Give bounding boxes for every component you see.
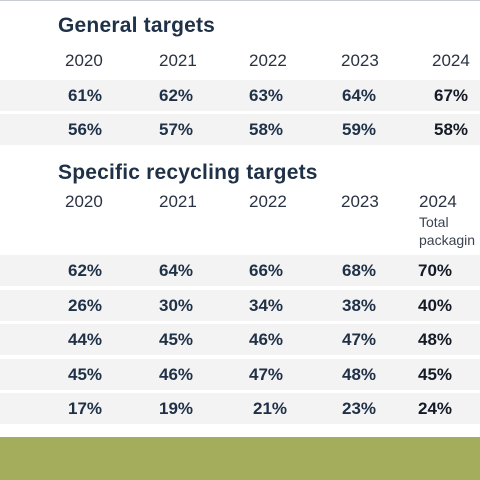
general-row-2-2023: 59% [342, 120, 377, 139]
specific-year-2020: 2020 [65, 192, 103, 211]
general-row-1-2020: 61% [68, 86, 103, 105]
general-row-1-2024: 67% [434, 86, 469, 105]
top-border [0, 0, 480, 1]
general-row-2-2020: 56% [68, 120, 103, 139]
general-targets-heading: General targets [58, 14, 216, 37]
specific-2024-note-line2: packagin [419, 232, 476, 248]
specific-year-2021: 2021 [159, 192, 197, 211]
specific-row-3-2022: 46% [249, 330, 284, 349]
specific-row-4-2022: 47% [249, 365, 284, 384]
footer-band [0, 437, 480, 480]
general-row-2-2021: 57% [159, 120, 194, 139]
general-year-2021: 2021 [159, 51, 197, 70]
specific-row-1-2020: 62% [68, 261, 103, 280]
specific-row-4: 45% 46% 47% 48% 45% [0, 359, 480, 390]
general-year-2023: 2023 [341, 51, 379, 70]
general-row-1-2022: 63% [249, 86, 284, 105]
specific-row-2-2021: 30% [159, 296, 194, 315]
specific-row-5-2022: 21% [253, 399, 288, 418]
specific-row-1-2024: 70% [418, 261, 453, 280]
specific-row-4-2023: 48% [342, 365, 377, 384]
specific-row-2-2020: 26% [68, 296, 103, 315]
specific-row-2-2022: 34% [249, 296, 284, 315]
general-row-2-2022: 58% [249, 120, 284, 139]
specific-year-2022: 2022 [249, 192, 287, 211]
specific-row-4-2021: 46% [159, 365, 194, 384]
general-row-1-2023: 64% [342, 86, 377, 105]
specific-row-2: 26% 30% 34% 38% 40% [0, 290, 480, 321]
general-row-1: 61% 62% 63% 64% 67% [0, 80, 480, 111]
specific-row-2-2024: 40% [418, 296, 453, 315]
specific-row-3-2021: 45% [159, 330, 194, 349]
specific-row-2-2023: 38% [342, 296, 377, 315]
specific-2024-note-line1: Total [419, 214, 449, 230]
general-row-1-2021: 62% [159, 86, 194, 105]
specific-row-3-2023: 47% [342, 330, 377, 349]
specific-row-3-2024: 48% [418, 330, 453, 349]
specific-row-3: 44% 45% 46% 47% 48% [0, 324, 480, 355]
general-year-2024: 2024 [432, 51, 470, 70]
specific-row-5: 17% 19% 21% 23% 24% [0, 393, 480, 424]
specific-row-1-2022: 66% [249, 261, 284, 280]
general-year-2020: 2020 [65, 51, 103, 70]
specific-row-5-2024: 24% [418, 399, 453, 418]
specific-row-1-2023: 68% [342, 261, 377, 280]
general-year-2022: 2022 [249, 51, 287, 70]
specific-row-5-2020: 17% [68, 399, 103, 418]
specific-row-1-2021: 64% [159, 261, 194, 280]
general-row-2: 56% 57% 58% 59% 58% [0, 114, 480, 145]
specific-row-1: 62% 64% 66% 68% 70% [0, 255, 480, 286]
general-row-2-2024: 58% [434, 120, 469, 139]
specific-row-3-2020: 44% [68, 330, 103, 349]
specific-year-2024: 2024 [419, 192, 457, 211]
specific-row-5-2021: 19% [159, 399, 194, 418]
specific-row-5-2023: 23% [342, 399, 377, 418]
specific-targets-heading: Specific recycling targets [58, 161, 318, 184]
specific-row-4-2024: 45% [418, 365, 453, 384]
specific-year-2023: 2023 [341, 192, 379, 211]
specific-row-4-2020: 45% [68, 365, 103, 384]
